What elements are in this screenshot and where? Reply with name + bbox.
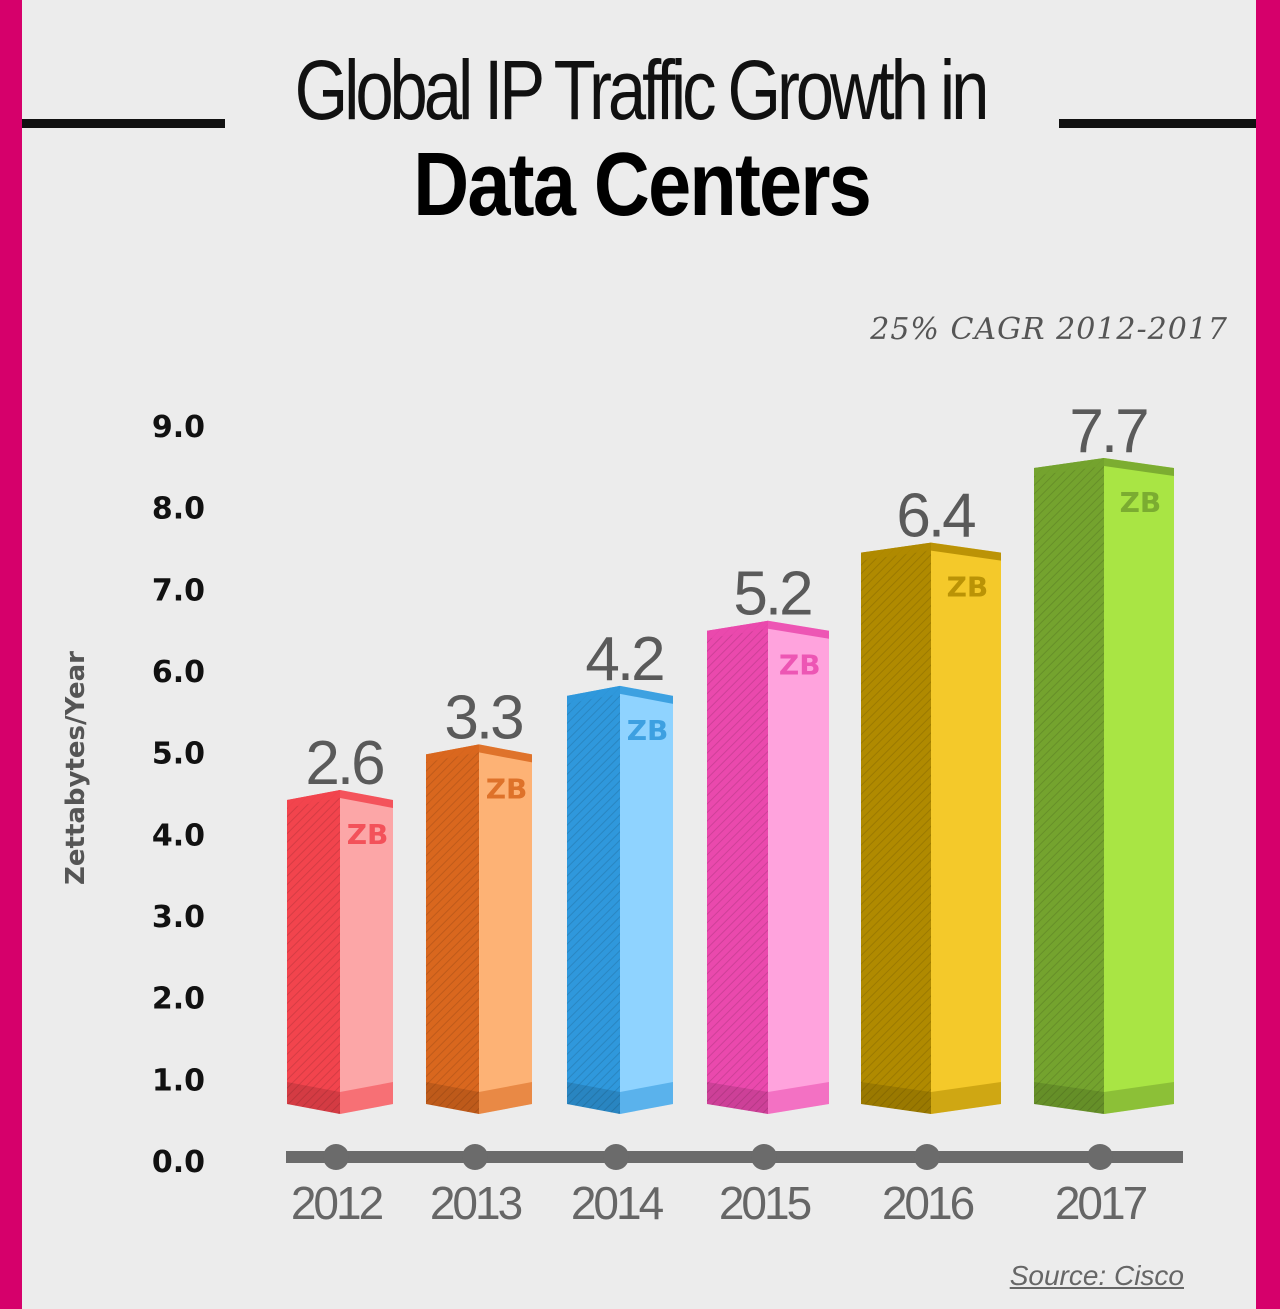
bar-value-label: 5.2 — [733, 560, 811, 629]
bar-right-face — [1104, 458, 1174, 1114]
bar-right-face — [768, 620, 829, 1114]
bar-top-cap — [426, 744, 532, 763]
bars: ZB 2.6 ZB 3.3 ZB 4.2 ZB 5.2 ZB 6.4 ZB 7.7 — [287, 397, 1174, 1114]
y-tick-label: 4.0 — [152, 818, 205, 853]
bar-top-cap — [707, 620, 829, 639]
bar-right-face — [931, 542, 1001, 1114]
bar-top-cap — [861, 542, 1001, 561]
bar-hatch — [1034, 458, 1104, 1114]
bar-base-left — [861, 1082, 931, 1114]
bar-top-cap — [567, 685, 673, 704]
cagr-annotation: 25% CAGR 2012-2017 — [870, 312, 1228, 347]
bar-2015: ZB 5.2 — [707, 560, 829, 1114]
y-tick-label: 3.0 — [152, 900, 205, 935]
bar-2016: ZB 6.4 — [861, 482, 1001, 1114]
bar-unit-label: ZB — [627, 714, 669, 747]
x-tick-label: 2014 — [571, 1177, 664, 1229]
title-rule-left — [22, 119, 225, 128]
y-tick-label: 1.0 — [152, 1063, 205, 1098]
x-axis-dot — [462, 1144, 488, 1170]
bar-base-left — [707, 1082, 768, 1114]
y-tick-label: 0.0 — [152, 1145, 205, 1180]
bar-base-left — [567, 1082, 620, 1114]
bar-hatch — [567, 685, 620, 1114]
bar-unit-label: ZB — [347, 818, 389, 851]
bar-base-right — [931, 1082, 1001, 1114]
bar-2012: ZB 2.6 — [287, 729, 393, 1114]
y-tick-label: 2.0 — [152, 982, 205, 1017]
bar-base-right — [768, 1082, 829, 1114]
bar-hatch — [287, 790, 340, 1114]
chart-title-line2: Data Centers — [413, 135, 872, 235]
source-credit: Source: Cisco — [1009, 1260, 1184, 1291]
bar-base-left — [1034, 1082, 1104, 1114]
x-axis: 2012 2013 2014 2015 2016 2017 — [286, 1144, 1183, 1229]
bar-2017: ZB 7.7 — [1034, 397, 1174, 1114]
bar-base-right — [479, 1082, 532, 1114]
x-tick-label: 2013 — [430, 1177, 522, 1229]
y-tick-label: 8.0 — [152, 492, 205, 527]
bar-value-label: 2.6 — [305, 729, 383, 798]
bar-value-label: 6.4 — [896, 482, 975, 551]
x-axis-dot — [1087, 1144, 1113, 1170]
x-tick-label: 2016 — [882, 1177, 974, 1229]
title-rule-right — [1059, 119, 1256, 128]
bar-hatch — [426, 744, 479, 1114]
bar-right-face — [620, 685, 673, 1114]
y-tick-label: 9.0 — [152, 410, 205, 445]
x-axis-dot — [914, 1144, 940, 1170]
bar-top-cap — [287, 790, 393, 808]
bar-base-right — [620, 1082, 673, 1114]
x-axis-dot — [751, 1144, 777, 1170]
bar-hatch — [707, 620, 768, 1114]
x-axis-line — [286, 1151, 1183, 1163]
bar-value-label: 7.7 — [1069, 397, 1147, 466]
bar-2013: ZB 3.3 — [426, 683, 532, 1114]
bar-unit-label: ZB — [486, 772, 528, 805]
y-axis-ticks: 0.0 1.0 2.0 3.0 4.0 5.0 6.0 7.0 8.0 9.0 — [152, 410, 205, 1180]
bar-right-face — [479, 744, 532, 1114]
bar-right-face — [340, 790, 393, 1114]
x-tick-label: 2015 — [719, 1177, 811, 1229]
bar-base-right — [340, 1082, 393, 1114]
bar-value-label: 3.3 — [444, 683, 522, 752]
bar-2014: ZB 4.2 — [567, 625, 673, 1114]
bar-unit-label: ZB — [779, 649, 821, 682]
bar-unit-label: ZB — [1120, 486, 1162, 519]
chart-title-line1: Global IP Traffic Growth in — [294, 43, 990, 137]
x-tick-label: 2017 — [1055, 1177, 1147, 1229]
y-tick-label: 6.0 — [152, 655, 205, 690]
bar-base-left — [426, 1082, 479, 1114]
bar-unit-label: ZB — [947, 571, 989, 604]
bar-hatch — [861, 542, 931, 1114]
bar-base-left — [287, 1082, 340, 1114]
x-tick-label: 2012 — [291, 1177, 383, 1229]
y-tick-label: 7.0 — [152, 573, 205, 608]
x-axis-dot — [603, 1144, 629, 1170]
bar-base-right — [1104, 1082, 1174, 1114]
bar-top-cap — [1034, 458, 1174, 476]
y-tick-label: 5.0 — [152, 737, 205, 772]
bar-value-label: 4.2 — [585, 625, 663, 694]
x-axis-dot — [323, 1144, 349, 1170]
